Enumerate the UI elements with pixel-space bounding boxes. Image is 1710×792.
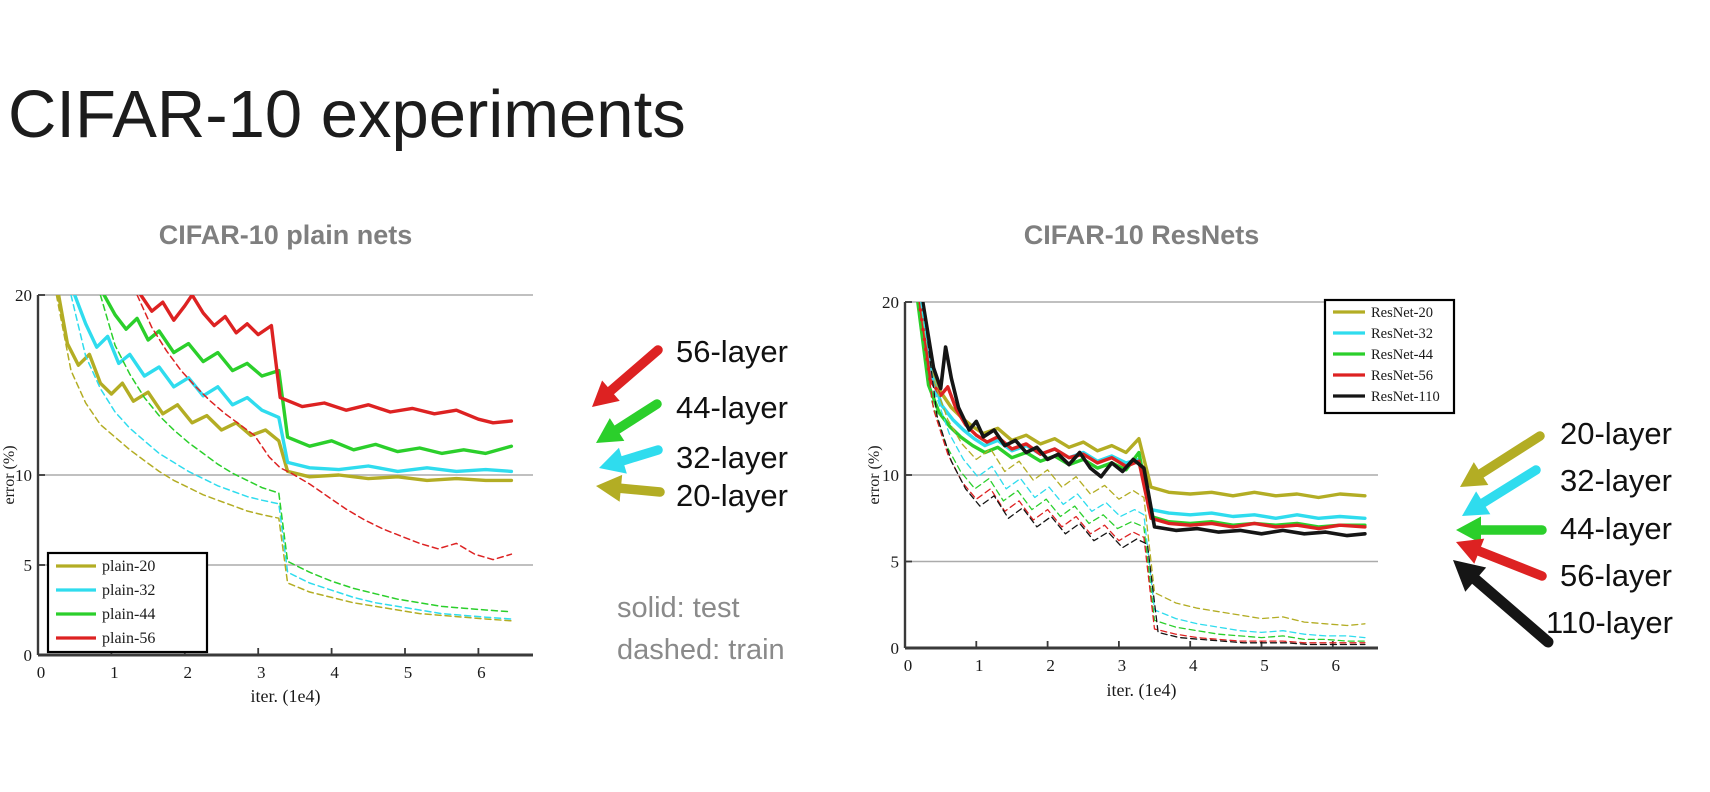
svg-text:10: 10 [882,466,899,485]
svg-text:ResNet-110: ResNet-110 [1371,389,1440,405]
110-layer-arrow [1453,560,1554,648]
svg-text:3: 3 [257,663,266,682]
svg-text:20: 20 [882,293,899,312]
svg-text:6: 6 [1332,656,1341,675]
svg-text:ResNet-44: ResNet-44 [1371,347,1434,363]
resnets-chart: 0 1 2 3 4 5 6 0 5 10 20 iter. (1e4) error (%) ResNet-… [866,293,1456,701]
svg-text:plain-20: plain-20 [102,558,155,575]
note-solid-test: solid: test [617,592,740,624]
svg-text:5: 5 [1260,656,1269,675]
svg-text:iter. (1e4): iter. (1e4) [251,686,321,707]
svg-text:5: 5 [404,663,413,682]
svg-text:0: 0 [904,656,913,675]
plain-nets-chart: 0 1 2 3 4 5 6 0 5 10 20 iter. (1e4) error (%) plain-2… [1,286,533,707]
svg-text:plain-32: plain-32 [102,582,155,599]
20-layer-arrow [596,474,665,502]
56-layer-label: 56-layer [676,334,788,369]
20-layer-label: 20-layer [1560,416,1672,451]
svg-text:0: 0 [24,646,33,665]
note-dashed-train: dashed: train [617,634,785,666]
44-layer-arrow [1456,516,1547,544]
svg-text:plain-56: plain-56 [102,630,155,647]
32-layer-arrow [1462,465,1541,516]
20-layer-label: 20-layer [676,478,788,513]
svg-text:ResNet-20: ResNet-20 [1371,305,1433,321]
svg-text:20: 20 [15,286,32,305]
svg-text:3: 3 [1118,656,1127,675]
20-layer-arrow [1460,431,1545,487]
svg-text:4: 4 [1189,656,1198,675]
110-layer-label: 110-layer [1546,605,1673,640]
svg-text:1: 1 [110,663,119,682]
svg-text:5: 5 [24,556,33,575]
32-layer-label: 32-layer [676,440,788,475]
56-layer-arrow [592,345,663,407]
32-layer-label: 32-layer [1560,463,1672,498]
32-layer-arrow [599,445,663,474]
slide-title: CIFAR-10 experiments [8,77,686,152]
plain-nets-chart-title: CIFAR-10 plain nets [158,220,413,250]
svg-text:ResNet-32: ResNet-32 [1371,326,1433,342]
44-layer-label: 44-layer [676,390,788,425]
svg-text:2: 2 [184,663,193,682]
svg-text:5: 5 [891,553,900,572]
svg-text:0: 0 [891,639,900,658]
svg-text:error (%): error (%) [866,445,883,504]
svg-text:ResNet-56: ResNet-56 [1371,368,1433,384]
resnets-chart-title: CIFAR-10 ResNets [1023,220,1260,250]
56-layer-label: 56-layer [1560,558,1672,593]
svg-text:iter. (1e4): iter. (1e4) [1107,680,1177,701]
svg-text:0: 0 [37,663,46,682]
svg-text:10: 10 [15,466,32,485]
44-layer-label: 44-layer [1560,511,1672,546]
svg-text:1: 1 [975,656,984,675]
44-layer-arrow [596,399,662,443]
56-layer-arrow [1456,538,1547,581]
svg-text:2: 2 [1046,656,1055,675]
svg-text:6: 6 [477,663,486,682]
svg-text:4: 4 [330,663,339,682]
svg-text:plain-44: plain-44 [102,606,155,623]
svg-text:error (%): error (%) [1,445,18,504]
